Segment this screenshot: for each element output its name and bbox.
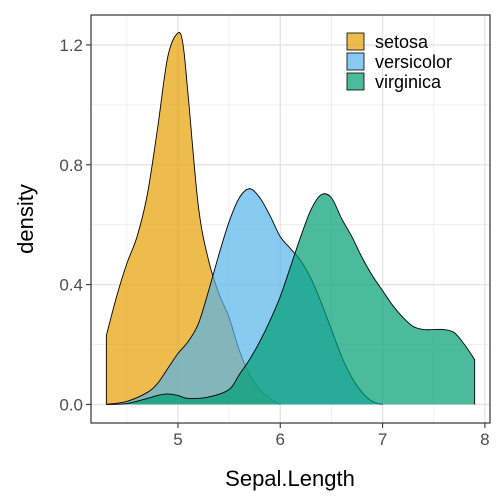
y-tick-label: 0.0 xyxy=(59,395,83,414)
y-tick-label: 0.8 xyxy=(59,156,83,175)
density-area-virginica xyxy=(106,193,475,405)
legend-label-virginica: virginica xyxy=(375,72,442,92)
density-area-setosa xyxy=(106,32,281,405)
x-tick-label: 7 xyxy=(378,430,387,449)
density-outline-virginica xyxy=(106,193,476,405)
x-tick-label: 6 xyxy=(276,430,285,449)
legend-key-setosa xyxy=(346,32,365,51)
legend-label-setosa: setosa xyxy=(375,32,429,52)
x-tick-label: 8 xyxy=(480,430,489,449)
y-tick-label: 0.4 xyxy=(59,276,83,295)
legend-key-versicolor xyxy=(346,52,365,71)
y-axis-title: density xyxy=(13,184,38,254)
legend-label-versicolor: versicolor xyxy=(375,52,452,72)
plot-border xyxy=(90,14,491,424)
density-areas xyxy=(105,32,476,405)
legend-key-virginica xyxy=(346,72,365,91)
x-tick-label: 5 xyxy=(173,430,182,449)
y-tick-label: 1.2 xyxy=(59,36,83,55)
y-axis-ticks: 0.0 0.4 0.8 1.2 xyxy=(59,36,91,414)
x-axis-ticks: 5 6 7 8 xyxy=(173,423,490,449)
x-axis-title: Sepal.Length xyxy=(225,466,355,491)
